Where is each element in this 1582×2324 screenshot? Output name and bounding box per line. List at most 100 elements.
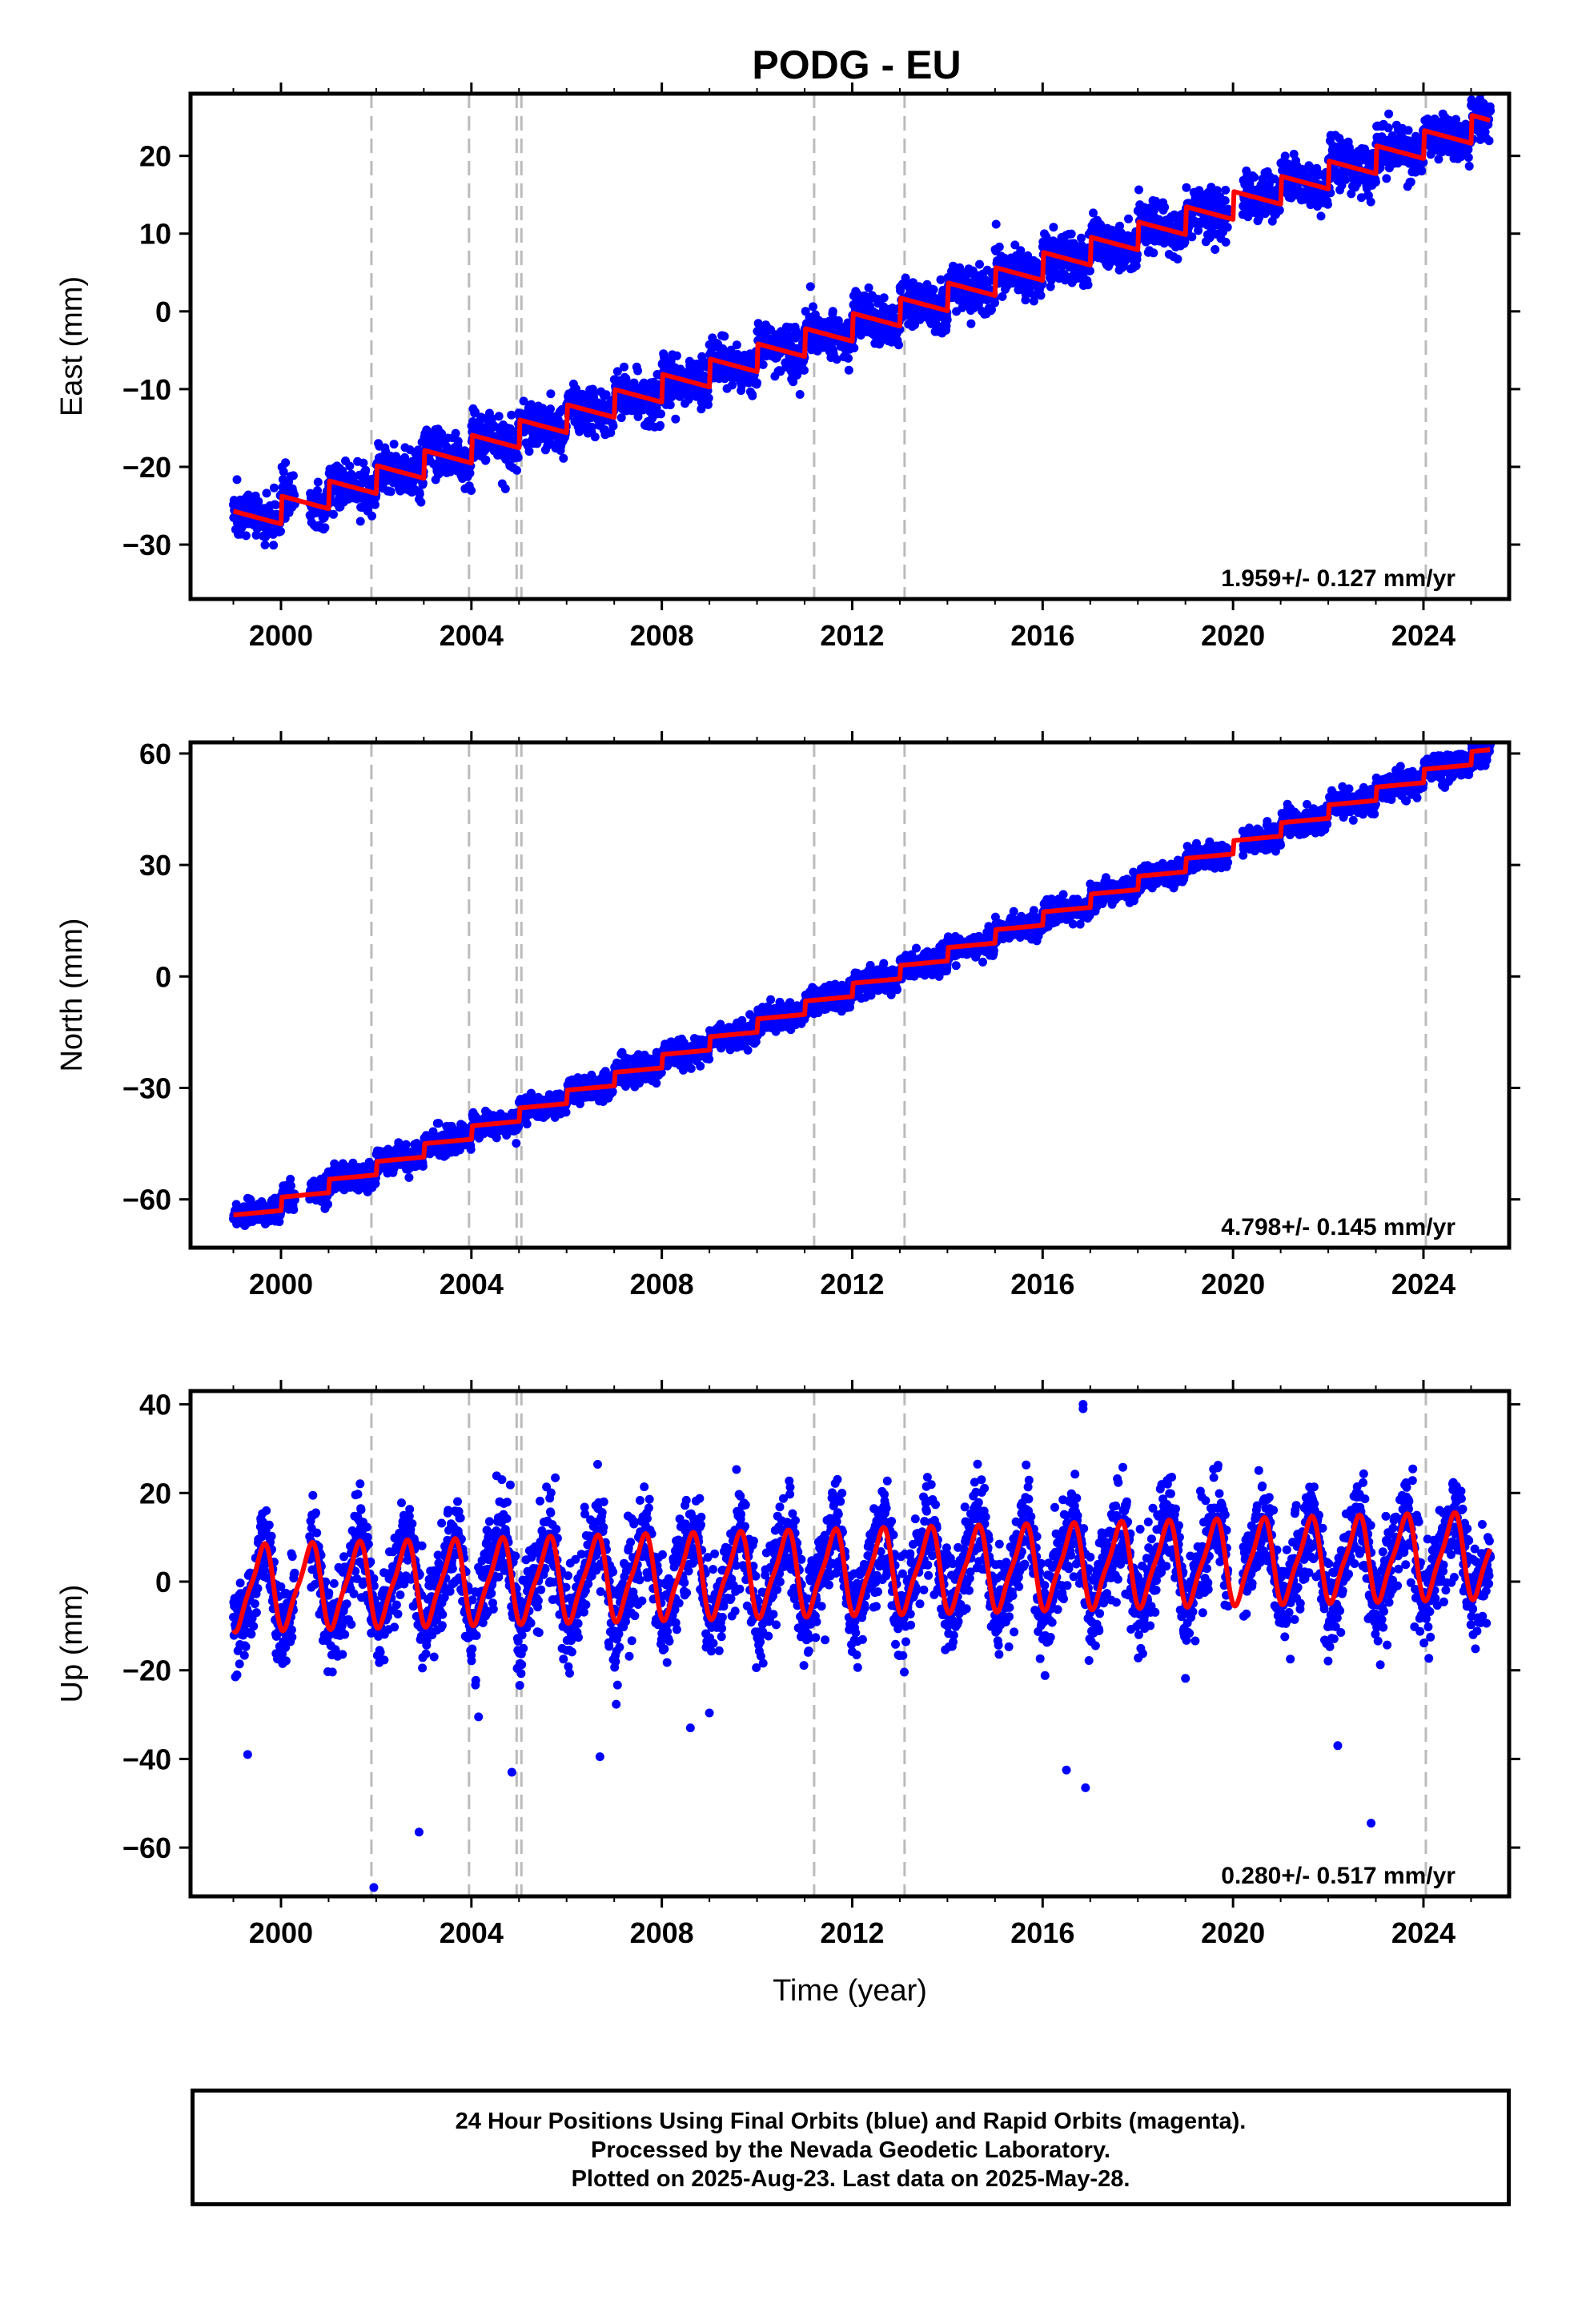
data-point [1403, 126, 1413, 135]
data-point [1223, 223, 1232, 232]
data-point [1134, 185, 1143, 195]
data-point [728, 380, 737, 390]
x-tick-label: 2020 [1201, 619, 1265, 652]
data-point [608, 421, 618, 431]
x-tick-label: 2016 [1010, 619, 1074, 652]
y-tick-label: −10 [122, 373, 171, 406]
data-point [795, 390, 805, 399]
data-point [1406, 177, 1415, 187]
y-tick-label: 0 [155, 296, 171, 328]
data-point [697, 404, 706, 414]
data-point [832, 355, 841, 364]
x-tick-label: 2000 [249, 619, 313, 652]
data-point [805, 282, 815, 292]
data-point [966, 319, 976, 328]
data-point [590, 432, 600, 442]
data-point [809, 302, 817, 312]
data-point [401, 1140, 411, 1149]
data-point [512, 465, 522, 475]
data-point [720, 332, 729, 341]
data-point [488, 414, 497, 424]
data-point [451, 428, 460, 438]
data-point [1316, 211, 1326, 221]
data-point [1464, 162, 1474, 171]
data-point [833, 316, 843, 325]
data-point [416, 497, 426, 507]
data-point [367, 511, 376, 521]
data-point [849, 344, 859, 352]
data-point [1484, 136, 1494, 146]
data-point [1275, 205, 1284, 215]
x-tick-label: 2012 [820, 619, 884, 652]
data-point [828, 307, 837, 316]
data-point [860, 291, 869, 300]
data-point [329, 509, 338, 519]
data-point [587, 422, 596, 432]
data-point [1220, 196, 1230, 205]
data-point [990, 298, 1000, 308]
data-point [800, 365, 809, 375]
data-point [355, 517, 365, 526]
data-point [281, 458, 291, 468]
y-tick-label: −20 [122, 451, 171, 484]
data-point [507, 410, 516, 420]
data-point [1182, 183, 1191, 192]
data-point [262, 489, 271, 498]
chart-title: PODG - EU [752, 42, 961, 87]
data-point [271, 501, 280, 510]
y-tick-label: 10 [139, 218, 171, 251]
data-point [704, 400, 713, 409]
data-point [434, 1119, 444, 1128]
data-point [1160, 203, 1170, 212]
data-point [276, 527, 285, 536]
data-point [1486, 106, 1496, 115]
data-point [415, 489, 424, 499]
data-point [323, 1200, 332, 1209]
data-point [864, 283, 873, 292]
data-point [345, 461, 355, 471]
data-point [404, 1172, 414, 1182]
data-point [359, 458, 368, 468]
data-point [269, 541, 279, 550]
data-point [1417, 167, 1427, 176]
data-point [894, 340, 903, 350]
x-tick-label: 2008 [630, 619, 694, 652]
data-point [254, 497, 263, 506]
data-point [612, 367, 622, 376]
data-point [758, 360, 768, 369]
panel-east: 2000 2004 2008 2012 2016 2020 2024−30−20−10010… [55, 82, 1520, 652]
data-point [481, 455, 491, 464]
x-tick-label: 2004 [440, 619, 504, 652]
data-point [313, 477, 323, 487]
data-point [289, 1205, 299, 1214]
data-point [546, 404, 555, 414]
data-point [279, 467, 288, 476]
data-point [361, 465, 371, 475]
data-point [1124, 214, 1133, 223]
x-tick-label: 2024 [1391, 619, 1456, 652]
rate-label: 1.959+/- 0.127 mm/yr [1221, 565, 1456, 592]
data-point [1280, 151, 1290, 161]
data-point [942, 315, 952, 324]
data-point [994, 242, 1004, 251]
data-point [467, 486, 476, 495]
data-point [269, 483, 279, 493]
data-point [1221, 185, 1231, 195]
data-point [844, 365, 853, 375]
data-point [288, 471, 298, 480]
data-point [1382, 174, 1391, 183]
data-point [1250, 172, 1259, 182]
data-point [494, 412, 504, 421]
data-point [465, 468, 475, 478]
data-point [251, 530, 261, 540]
data-point [975, 259, 984, 269]
data-point [748, 391, 757, 400]
data-point [287, 1181, 295, 1191]
data-point [512, 1139, 521, 1148]
data-point [620, 362, 628, 372]
data-point [1085, 266, 1094, 275]
data-point [389, 440, 399, 449]
data-point [1049, 223, 1058, 232]
data-point [656, 420, 665, 430]
data-point [1187, 232, 1197, 242]
